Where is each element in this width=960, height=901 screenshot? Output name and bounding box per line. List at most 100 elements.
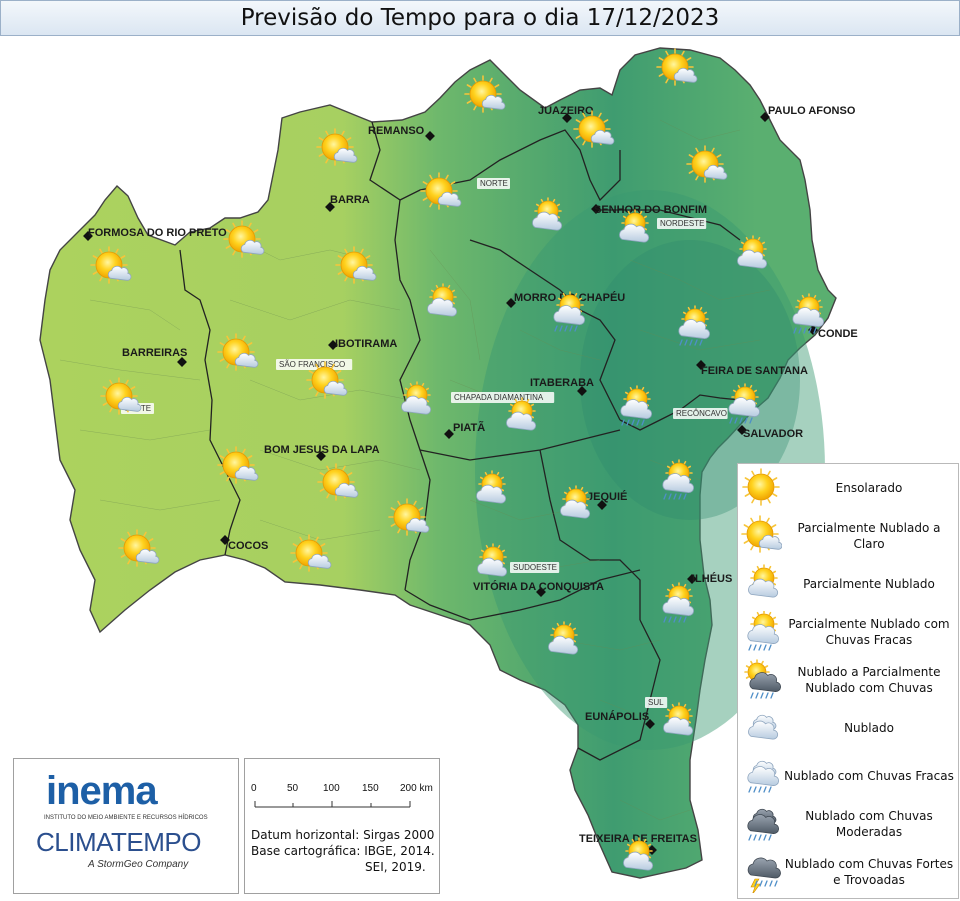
legend-label: Nublado a Parcialmente Nublado com Chuva…	[797, 665, 941, 695]
city-label-senhor-do-bonfim: SENHOR DO BONFIM	[594, 204, 707, 216]
inema-logo-text: inema	[46, 769, 158, 813]
map-weather-icon-17-sun-small-cloud	[217, 333, 259, 371]
map-weather-icon-25-sun-small-cloud	[317, 463, 359, 501]
city-label-remanso: REMANSO	[368, 125, 425, 137]
map-weather-icon-30-sun-small-cloud	[118, 529, 160, 567]
city-label-barreiras: BARREIRAS	[122, 347, 187, 359]
base-cartographic-text: Base cartográfica: IBGE, 2014.	[251, 844, 435, 858]
map-weather-icon-18-sun-small-cloud	[306, 361, 348, 399]
scale-bar: 0 50 100 150 200 km	[251, 783, 433, 808]
city-label-cocos: COCOS	[228, 540, 268, 552]
city-marker-salvador	[737, 425, 747, 435]
region-label-sul: SUL	[648, 698, 664, 707]
legend-label: Ensolarado	[835, 481, 903, 495]
city-marker-ilheus	[687, 574, 697, 584]
climatempo-logo: CLIMATEMPO	[36, 827, 201, 857]
map-weather-icon-35-sun-cloud	[663, 702, 694, 736]
map-weather-icon-36-sun-cloud	[623, 837, 654, 871]
region-label-sao-francisco: SÃO FRANCISCO	[279, 360, 345, 369]
city-marker-vitoria-da-conquista	[536, 587, 546, 597]
map-weather-icon-6-sun-small-cloud	[420, 172, 462, 210]
map-weather-icon-13-sun-cloud	[427, 283, 458, 317]
stormgeo-tagline: A StormGeo Company	[88, 859, 189, 870]
map-weather-icon-26-sun-cloud-rain	[662, 459, 694, 500]
map-weather-icon-34-sun-cloud-rain	[662, 582, 694, 623]
city-marker-cocos	[220, 535, 230, 545]
city-label-bom-jesus-da-lapa: BOM JESUS DA LAPA	[264, 444, 380, 456]
city-label-vitoria-da-conquista: VITÓRIA DA CONQUISTA	[473, 580, 604, 593]
scale-tick-100: 100	[323, 783, 340, 794]
city-marker-eunapolis	[645, 719, 655, 729]
map-weather-icon-29-sun-small-cloud	[388, 498, 430, 536]
region-label-norte: NORTE	[480, 179, 508, 188]
city-label-salvador: SALVADOR	[743, 428, 803, 440]
map-weather-icon-1-sun-small-cloud	[464, 75, 506, 113]
city-label-piata: PIATÃ	[453, 421, 485, 434]
scale-tick-200: 200 km	[400, 783, 433, 794]
map-weather-icon-3-sun-small-cloud	[316, 128, 358, 166]
legend-item-nublado-a-parcialmente-nublado-com-chuvas: Nublado a Parcialmente Nublado com Chuva…	[738, 656, 958, 704]
map-weather-icon-11-sun-small-cloud	[90, 246, 132, 284]
legend-item-parcialmente-nublado-com-chuvas-fracas: Parcialmente Nublado com Chuvas Fracas	[738, 608, 958, 656]
legend-item-nublado-com-chuvas-moderadas: Nublado com Chuvas Moderadas	[738, 800, 958, 848]
inema-logo: inema	[46, 769, 158, 814]
logo-box: inema INSTITUTO DO MEIO AMBIENTE E RECUR…	[13, 758, 239, 894]
legend-item-nublado-com-chuvas-fracas: Nublado com Chuvas Fracas	[738, 752, 958, 800]
sun-dark-cloud-rain-icon	[744, 659, 781, 699]
region-label-chapada-diamantina: CHAPADA DIAMANTINA	[454, 393, 544, 402]
city-label-teixeira-de-freitas: TEIXEIRA DE FREITAS	[579, 833, 697, 845]
city-marker-bom-jesus-da-lapa	[316, 451, 326, 461]
city-label-eunapolis: EUNÁPOLIS	[585, 710, 649, 723]
legend-label: Parcialmente Nublado	[803, 577, 935, 591]
legend-item-parcialmente-nublado-a-claro: Parcialmente Nublado a Claro	[738, 512, 958, 560]
datum-text: Datum horizontal: Sirgas 2000	[251, 828, 435, 842]
wet-zone-core	[580, 240, 800, 520]
scale-box: 0 50 100 150 200 km Datum horizontal: Si…	[244, 758, 440, 894]
map-weather-icon-23-sun-cloud	[506, 397, 537, 431]
legend-label: Nublado com Chuvas Fortes e Trovoadas	[784, 857, 954, 887]
legend-label: Nublado com Chuvas Fracas	[784, 769, 954, 783]
city-label-formosa-do-rio-preto: FORMOSA DO RIO PRETO	[88, 227, 227, 239]
city-label-barra: BARRA	[330, 194, 370, 206]
city-marker-teixeira-de-freitas	[647, 845, 657, 855]
city-label-ilheus: ILHÉUS	[692, 572, 732, 585]
legend-label: Parcialmente Nublado com Chuvas Fracas	[788, 617, 950, 647]
map-weather-icon-12-sun-small-cloud	[335, 246, 377, 284]
map-weather-icon-14-sun-cloud-rain	[553, 291, 585, 332]
cities-layer: FORMOSA DO RIO PRETO BARREIRAS BARRA REMANS…	[83, 105, 858, 855]
map-weather-icon-31-sun-small-cloud	[290, 534, 332, 572]
map-weather-icon-5-sun-small-cloud	[686, 145, 728, 183]
region-label-sudoeste: SUDOESTE	[513, 563, 557, 572]
city-marker-piata	[444, 429, 454, 439]
state-outline	[39, 47, 837, 879]
sei-text: SEI, 2019.	[365, 860, 426, 874]
map-weather-icon-4-sun-small-cloud	[573, 110, 615, 148]
scale-tick-150: 150	[362, 783, 379, 794]
city-marker-morro-do-chapeu	[506, 298, 516, 308]
city-marker-remanso	[425, 131, 435, 141]
storm-cloud-icon	[747, 857, 781, 893]
inema-subtitle: INSTITUTO DO MEIO AMBIENTE E RECURSOS HÍ…	[44, 815, 208, 821]
map-weather-icon-28-sun-cloud	[560, 485, 591, 519]
map-weather-icon-22-sun-cloud-rain	[728, 383, 760, 424]
map-weather-icon-10-sun-cloud	[737, 235, 768, 269]
map-weather-icon-9-sun-small-cloud	[223, 220, 265, 258]
city-marker-itaberaba	[577, 386, 587, 396]
map-weather-icon-2-sun-small-cloud	[656, 48, 698, 86]
map-weather-icon-21-sun-cloud-rain	[620, 385, 652, 426]
legend-item-ensolarado: Ensolarado	[738, 464, 958, 512]
region-label-reconcavo: RECÔNCAVO	[676, 409, 727, 418]
legend-item-nublado-com-chuvas-fortes-e-trovoadas: Nublado com Chuvas Fortes e Trovoadas	[738, 848, 958, 896]
city-marker-jequie	[597, 500, 607, 510]
city-marker-feira-de-santana	[696, 360, 706, 370]
city-label-itaberaba: ITABERABA	[530, 377, 594, 389]
sun-cloud-light-rain-icon	[747, 611, 779, 651]
legend-label: Parcialmente Nublado a Claro	[797, 521, 941, 551]
legend-label: Nublado	[844, 721, 894, 735]
weather-icons-layer	[90, 48, 824, 871]
sun-icon	[742, 468, 780, 506]
legend-label: Nublado com Chuvas Moderadas	[805, 809, 933, 839]
legend: Ensolarado Parcialmente Nublado a Claro Pa…	[737, 463, 959, 899]
city-label-paulo-afonso: PAULO AFONSO	[768, 105, 856, 117]
map-weather-icon-19-sun-small-cloud	[100, 377, 142, 415]
